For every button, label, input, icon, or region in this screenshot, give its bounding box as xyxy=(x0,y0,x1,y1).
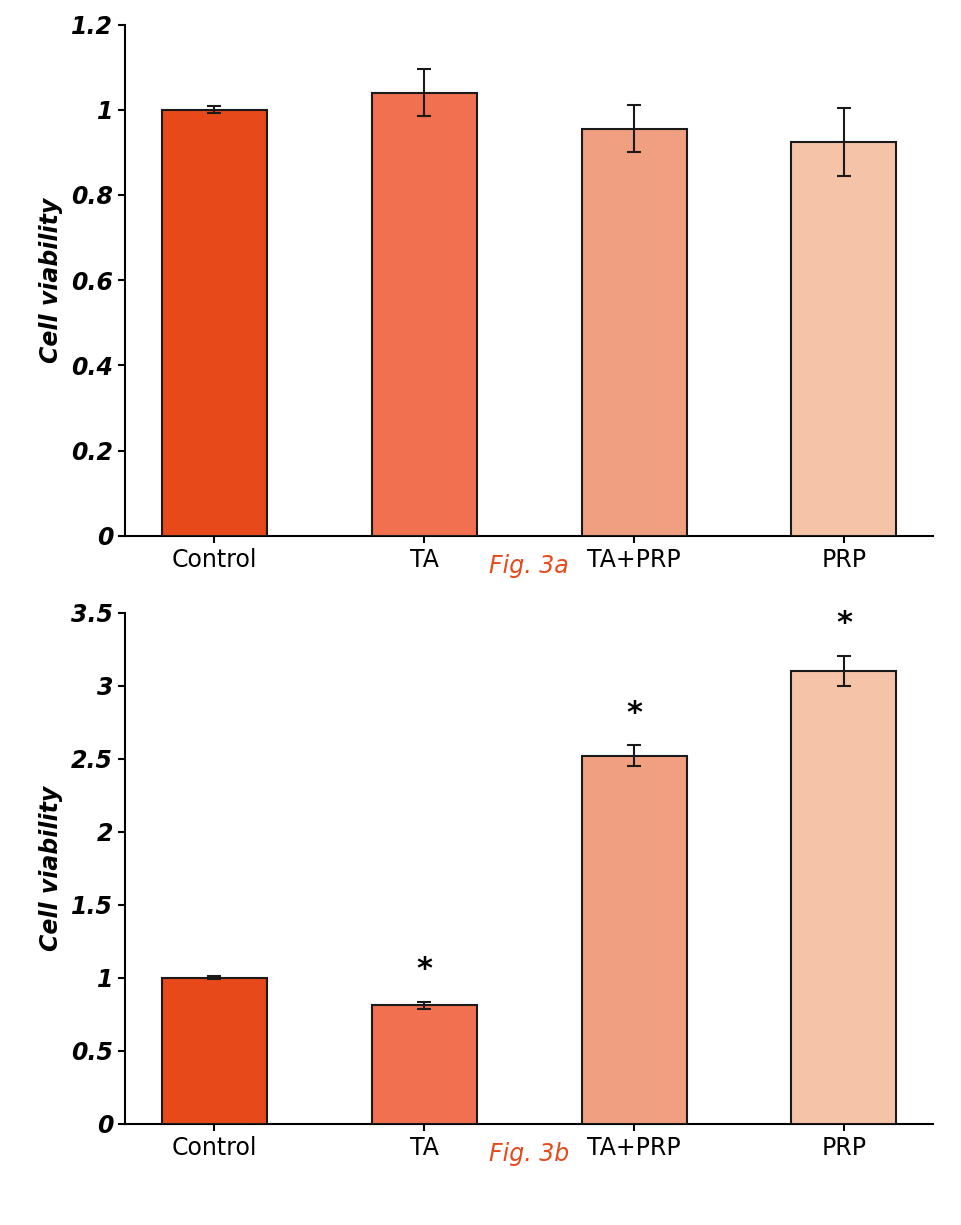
Bar xyxy=(581,129,686,535)
Bar xyxy=(791,671,896,1123)
Text: Fig. 3b: Fig. 3b xyxy=(488,1143,569,1166)
Bar xyxy=(161,978,266,1123)
Y-axis label: Cell viability: Cell viability xyxy=(38,197,62,363)
Text: *: * xyxy=(626,698,641,728)
Bar xyxy=(371,1006,476,1123)
Text: *: * xyxy=(835,609,851,638)
Text: *: * xyxy=(416,956,431,984)
Bar xyxy=(581,756,686,1123)
Bar xyxy=(161,110,266,535)
Bar xyxy=(791,142,896,535)
Y-axis label: Cell viability: Cell viability xyxy=(38,785,62,951)
Bar xyxy=(371,93,476,535)
Text: Fig. 3a: Fig. 3a xyxy=(489,555,568,578)
